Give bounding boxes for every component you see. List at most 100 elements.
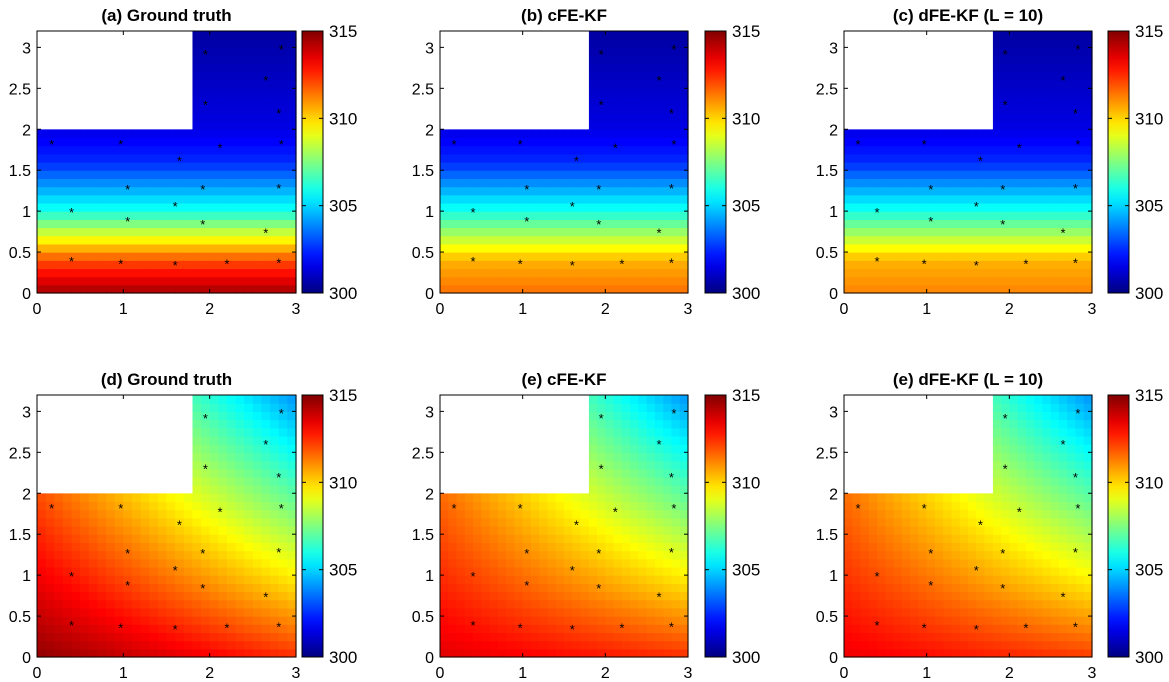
heatmap-cell [235, 252, 245, 261]
heatmap-cell [638, 509, 648, 519]
heatmap-cell [97, 575, 107, 584]
heatmap-cell [1034, 591, 1043, 601]
heatmap-cell [547, 558, 557, 568]
heatmap-cell [654, 632, 664, 642]
heatmap-cell [621, 227, 631, 237]
sensor-marker: * [928, 182, 933, 197]
heatmap-cell [613, 284, 623, 294]
masked-region [440, 31, 589, 130]
heatmap-cell [278, 186, 288, 196]
heatmap-cell [572, 509, 582, 519]
heatmap-cell [1075, 252, 1085, 261]
sensor-marker: * [596, 182, 601, 197]
colorbar-tick-label: 305 [329, 197, 357, 216]
heatmap-cell [984, 575, 994, 584]
heatmap-cell [893, 640, 903, 650]
heatmap-cell [131, 566, 142, 576]
heatmap-cell [183, 235, 193, 245]
heatmap-cell [1017, 452, 1027, 462]
heatmap-cell [918, 550, 928, 560]
heatmap-cell [1083, 243, 1093, 253]
heatmap-cell [506, 227, 515, 237]
heatmap-cell [287, 71, 297, 81]
heatmap-cell [605, 104, 615, 114]
heatmap-cell [456, 526, 466, 535]
heatmap-cell [183, 260, 193, 270]
sensor-marker: * [974, 258, 979, 273]
heatmap-cell [157, 145, 168, 155]
heatmap-cell [522, 517, 532, 527]
heatmap-cell [473, 170, 482, 179]
heatmap-cell [638, 219, 648, 229]
heatmap-cell [149, 276, 159, 286]
heatmap-cell [149, 624, 159, 634]
heatmap-cell [140, 607, 150, 617]
heatmap-cell [572, 252, 582, 261]
heatmap-cell [613, 640, 623, 650]
heatmap-cell [646, 517, 656, 527]
heatmap-cell [114, 640, 124, 650]
heatmap-cell [489, 276, 499, 286]
heatmap-cell [1042, 55, 1052, 65]
sensor-marker: * [570, 622, 575, 637]
heatmap-cell [252, 575, 263, 584]
heatmap-cell [844, 501, 853, 511]
heatmap-cell [252, 63, 263, 73]
heatmap-cell [679, 493, 689, 503]
heatmap-cell [278, 39, 288, 48]
heatmap-cell [918, 640, 928, 650]
heatmap-cell [226, 550, 237, 560]
heatmap-cell [605, 509, 615, 519]
sensor-marker: * [1000, 581, 1005, 596]
heatmap-cell [1042, 476, 1052, 486]
heatmap-cell [621, 268, 631, 278]
heatmap-cell [885, 235, 895, 245]
heatmap-cell [1083, 575, 1093, 584]
heatmap-cell [564, 591, 573, 601]
heatmap-cell [278, 460, 288, 470]
heatmap-cell [860, 153, 870, 163]
heatmap-cell [88, 509, 99, 519]
heatmap-cell [54, 227, 64, 237]
heatmap-cell [123, 624, 133, 634]
heatmap-cell [671, 112, 681, 122]
heatmap-cell [959, 202, 969, 212]
heatmap-cell [80, 542, 90, 552]
heatmap-cell [226, 235, 237, 245]
heatmap-cell [588, 211, 598, 220]
heatmap-cell [209, 153, 219, 163]
heatmap-cell [131, 632, 142, 642]
heatmap-cell [621, 542, 631, 552]
heatmap-cell [1034, 276, 1043, 286]
heatmap-cell [1067, 162, 1077, 171]
heatmap-cell [448, 501, 458, 511]
heatmap-cell [630, 395, 639, 404]
heatmap-cell [522, 260, 532, 270]
heatmap-cell [868, 517, 878, 527]
heatmap-cell [473, 624, 482, 634]
heatmap-cell [1075, 460, 1085, 470]
heatmap-cell [183, 624, 193, 634]
heatmap-cell [270, 235, 280, 245]
heatmap-cell [901, 648, 911, 658]
heatmap-cell [968, 276, 977, 286]
heatmap-cell [252, 55, 263, 65]
heatmap-cell [1034, 145, 1043, 155]
heatmap-cell [149, 227, 159, 237]
heatmap-cell [522, 575, 532, 584]
heatmap-cell [860, 575, 870, 584]
heatmap-cell [522, 509, 532, 519]
heatmap-cell [910, 170, 919, 179]
heatmap-cell [473, 153, 482, 163]
heatmap-cell [183, 591, 193, 601]
heatmap-cell [71, 640, 81, 650]
heatmap-cell [918, 137, 928, 147]
heatmap-cell [934, 202, 944, 212]
heatmap-cell [679, 591, 689, 601]
heatmap-cell [984, 583, 994, 593]
heatmap-cell [140, 145, 150, 155]
heatmap-cell [448, 211, 458, 220]
heatmap-cell [522, 284, 532, 294]
heatmap-cell [80, 145, 90, 155]
heatmap-cell [218, 411, 228, 421]
